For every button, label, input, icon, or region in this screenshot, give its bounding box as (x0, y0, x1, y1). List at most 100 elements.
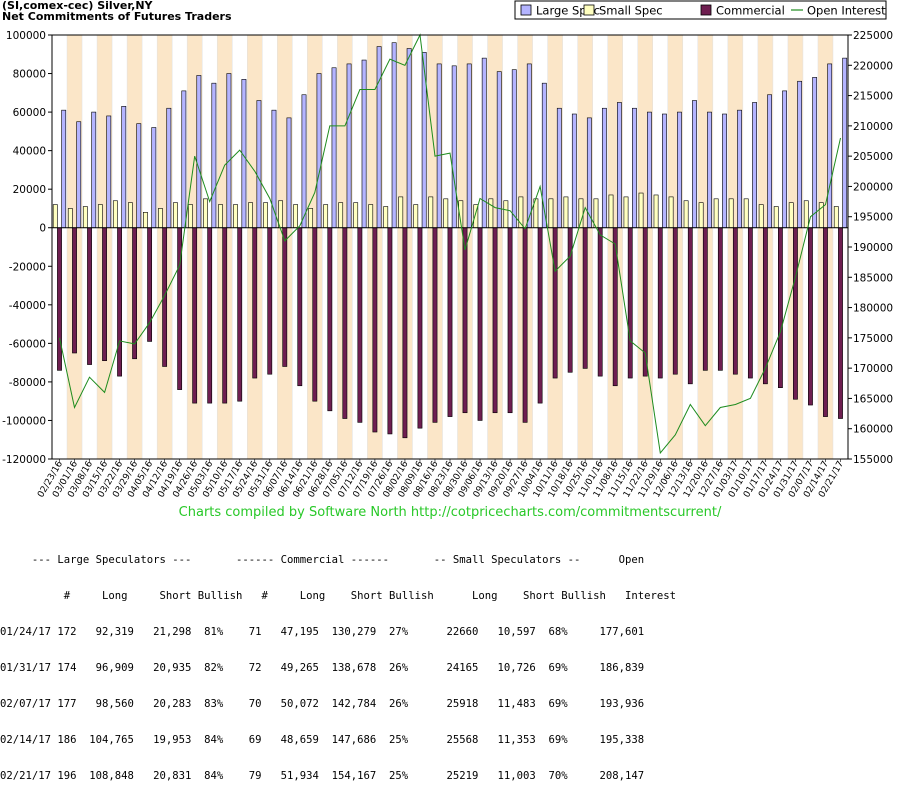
large-spec-bar (556, 107, 562, 229)
large-spec-bar (842, 57, 848, 229)
small-spec-bar (233, 204, 238, 229)
left-axis-tick-label: 100000 (6, 30, 46, 42)
small-spec-bar (293, 204, 299, 229)
large-spec-bar (767, 94, 772, 229)
commercial-bar (778, 227, 783, 388)
small-spec-bar (188, 204, 193, 229)
large-spec-bar (151, 127, 157, 229)
left-axis-tick-label: 80000 (13, 69, 46, 81)
large-spec-bar (586, 117, 592, 229)
commercial-bar (823, 227, 828, 417)
commercial-bar (222, 227, 228, 404)
small-spec-bar (248, 202, 253, 229)
small-spec-bar (398, 196, 404, 229)
commercial-bar (537, 227, 543, 404)
commercial-bar (552, 227, 558, 379)
small-spec-bar (638, 192, 644, 229)
right-axis-tick-label: 215000 (853, 91, 893, 103)
small-spec-bar (653, 194, 659, 229)
right-axis-tick-label: 165000 (853, 393, 893, 405)
large-spec-bar (61, 109, 67, 229)
small-spec-bar (743, 198, 749, 229)
table-header-2: # Long Short Bullish # Long Short Bullis… (0, 590, 677, 602)
small-spec-bar (578, 198, 584, 229)
small-spec-bar (713, 198, 719, 229)
right-axis-tick-label: 225000 (853, 30, 893, 42)
small-spec-bar (127, 202, 133, 229)
small-spec-bar (758, 204, 764, 229)
small-spec-bar (263, 202, 268, 229)
small-spec-bar (67, 208, 73, 229)
commercial-bar (387, 227, 393, 435)
open-interest-line (59, 33, 841, 455)
left-axis-tick-label: -100000 (2, 415, 46, 427)
small-spec-bar (428, 196, 434, 229)
table-row: 02/07/17 177 98,560 20,283 83% 70 50,072… (0, 698, 645, 710)
commercial-bar (657, 227, 663, 379)
table-row: 01/31/17 174 96,909 20,935 82% 72 49,265… (0, 662, 645, 674)
large-spec-bar (752, 102, 757, 229)
left-axis-tick-label: -120000 (2, 454, 46, 466)
right-axis-tick-label: 200000 (853, 181, 893, 193)
large-spec-bar (76, 121, 82, 229)
large-spec-bar (496, 71, 502, 229)
left-axis-tick-label: -60000 (9, 338, 46, 350)
chart-credit: Charts compiled by Software North http:/… (178, 505, 722, 520)
large-spec-bar (571, 113, 577, 229)
commercial-bar (477, 227, 483, 421)
legend-label: Commercial (716, 4, 785, 18)
large-spec-bar (301, 94, 307, 229)
commercial-bar (72, 227, 77, 354)
small-spec-bar (503, 200, 509, 229)
right-axis-tick-label: 175000 (853, 333, 893, 345)
large-spec-bar (286, 117, 292, 229)
commercial-bar (582, 227, 588, 369)
large-spec-bar (406, 48, 412, 229)
commercial-bar (192, 227, 198, 404)
large-spec-bar (196, 75, 202, 229)
small-spec-bar (143, 212, 148, 229)
large-spec-bar (331, 67, 337, 229)
large-spec-bar (181, 90, 187, 229)
commercial-bar (342, 227, 348, 419)
commercial-bar (462, 227, 468, 414)
large-spec-bar (211, 82, 217, 229)
commercial-bar (267, 227, 273, 375)
right-axis-tick-label: 170000 (853, 363, 893, 375)
large-spec-bar (361, 59, 367, 229)
commercial-bar (327, 227, 333, 412)
small-spec-bar (338, 202, 344, 229)
large-spec-bar (616, 102, 622, 229)
large-spec-bar (391, 42, 397, 229)
right-axis-tick-label: 155000 (853, 454, 893, 466)
large-spec-bar (827, 63, 833, 229)
small-spec-bar (97, 204, 103, 229)
small-spec-bar (443, 198, 449, 229)
large-spec-bar (662, 113, 667, 229)
commercial-bar (252, 227, 258, 379)
right-axis-tick-label: 160000 (853, 424, 893, 436)
commercial-bar (732, 227, 738, 375)
left-axis-tick-label: 60000 (13, 107, 46, 119)
right-axis-tick-label: 210000 (853, 121, 893, 133)
small-spec-bar (563, 196, 569, 229)
small-spec-bar (593, 198, 599, 229)
small-spec-bar (52, 204, 58, 229)
commercial-bar (702, 227, 708, 371)
left-axis-tick-label: -20000 (9, 261, 46, 273)
commercial-bar (793, 227, 798, 400)
small-spec-bar (773, 206, 779, 229)
right-axis-tick-label: 185000 (853, 272, 893, 284)
small-spec-bar (488, 198, 494, 229)
large-spec-bar (226, 73, 232, 229)
right-axis-tick-label: 220000 (853, 60, 893, 72)
small-spec-bar (218, 204, 223, 229)
large-spec-bar (647, 111, 652, 229)
commercial-bar (117, 227, 122, 377)
large-spec-bar (316, 73, 322, 229)
large-spec-bar (106, 115, 112, 229)
commercial-bar (717, 227, 723, 371)
legend-swatch (520, 4, 532, 16)
legend-label: Open Interest (807, 4, 886, 18)
